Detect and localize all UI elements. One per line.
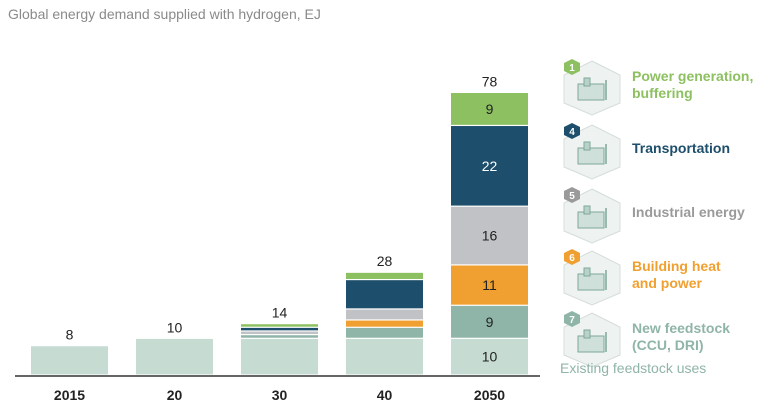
legend-existing-feedstock: Existing feedstock uses [560,360,707,376]
chart-title: Global energy demand supplied with hydro… [8,6,321,22]
bar-segment-power-generation-buffering-2050 [451,93,528,125]
legend-illustration-icon: 5 [563,187,621,244]
bar-segment-new-feedstock-ccu-dri--30 [241,335,318,338]
legend-item: 7 New feedstock (CCU, DRI) [560,310,780,368]
bar-segment-industrial-energy-2050 [451,206,528,265]
bar-total-label: 14 [272,305,288,321]
legend-number-badge: 4 [569,127,575,138]
bar-segment-new-feedstock-ccu-dri--2050 [451,305,528,338]
bar-segment-power-generation-buffering-30 [241,324,318,327]
segment-value-label: 22 [482,158,498,174]
bar-segment-building-heat-and-power-40 [346,320,423,327]
x-tick-label: 20 [167,387,183,403]
legend-illustration-icon: 1 [563,59,621,116]
legend-number-badge: 1 [569,63,575,74]
bar-total-label: 78 [482,73,498,89]
legend-number-badge: 5 [569,191,575,202]
segment-value-label: 10 [482,349,498,365]
legend-illustration-icon: 6 [563,249,621,306]
bar-total-label: 8 [66,327,74,343]
bar-segment-building-heat-and-power-2050 [451,265,528,305]
bar-segment-industrial-energy-30 [241,331,318,335]
x-tick-label: 2015 [54,387,85,403]
legend-label: Building heat and power [632,258,721,291]
segment-value-label: 9 [486,101,494,117]
legend-illustration-icon: 7 [563,311,621,368]
x-tick-label: 30 [272,387,288,403]
legend-number-badge: 6 [569,253,575,264]
x-tick-label: 40 [377,387,393,403]
bar-segment-existing-feedstock-uses-30 [241,338,318,375]
legend-number-badge: 7 [569,315,575,326]
bar-segment-existing-feedstock-uses-40 [346,338,423,375]
bar-total-label: 28 [377,253,393,269]
legend-item: 5 Industrial energy [560,186,780,244]
segment-value-label: 9 [486,314,494,330]
legend-item: 1 Power generation, buffering [560,58,780,116]
bar-segment-existing-feedstock-uses-20 [136,338,213,375]
segment-value-label: 11 [482,277,497,293]
bar-segment-transportation-2050 [451,126,528,206]
bar-segment-existing-feedstock-uses-2015 [31,346,108,375]
bar-segment-transportation-40 [346,280,423,309]
x-tick-label: 2050 [474,387,505,403]
legend-item: 4 Transportation [560,122,780,180]
bar-segment-industrial-energy-40 [346,309,423,320]
legend-item: 6 Building heat and power [560,248,780,306]
legend-label: Industrial energy [632,204,745,220]
stacked-bar-chart: 8 2015 10 20 14 30 28 40 10 9 11 16 22 9 78 2050 [15,73,540,403]
bar-segment-existing-feedstock-uses-2050 [451,338,528,375]
legend-label: New feedstock (CCU, DRI) [632,320,731,353]
bar-segment-power-generation-buffering-40 [346,272,423,279]
bar-segment-transportation-30 [241,327,318,331]
legend-label: Power generation, buffering [632,68,754,101]
segment-value-label: 16 [482,228,498,244]
legend-illustration-icon: 4 [563,123,621,180]
bar-total-label: 10 [167,319,183,335]
bar-segment-new-feedstock-ccu-dri--40 [346,327,423,338]
legend-label: Transportation [632,140,731,156]
